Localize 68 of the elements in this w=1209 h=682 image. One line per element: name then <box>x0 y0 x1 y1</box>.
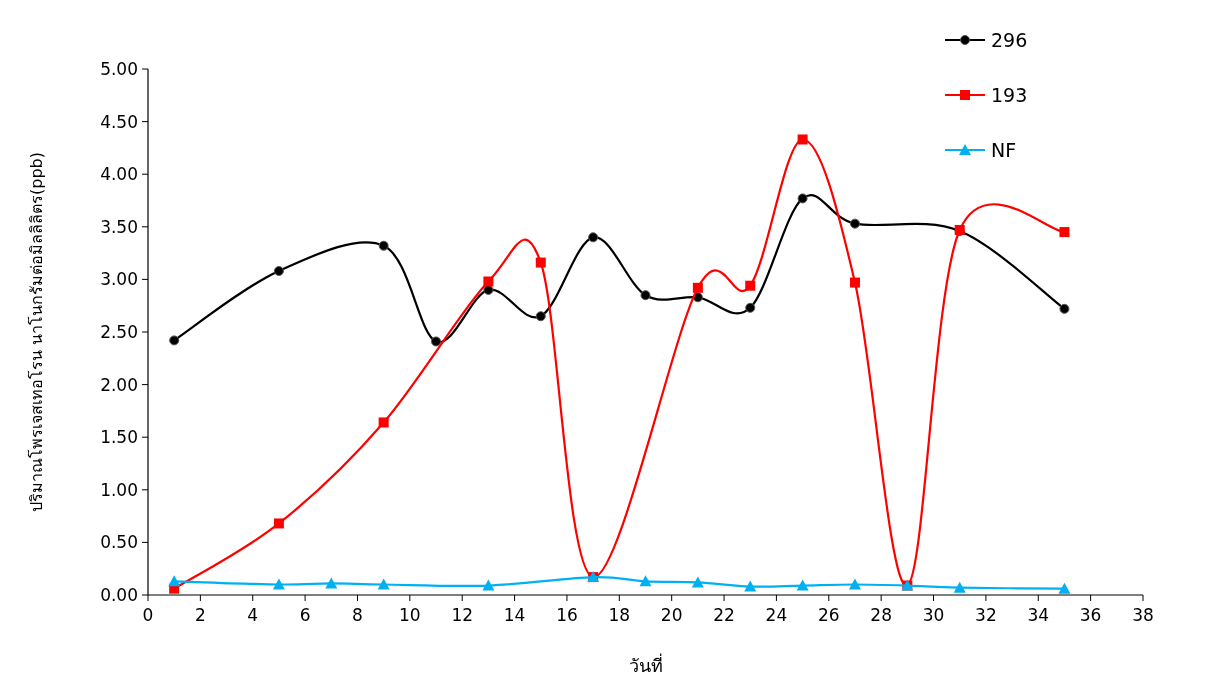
x-tick-label: 18 <box>608 605 631 625</box>
point <box>849 277 860 288</box>
x-tick-label: 12 <box>451 605 474 625</box>
point <box>535 311 546 322</box>
x-tick-label: 2 <box>194 605 206 625</box>
point <box>325 577 338 589</box>
y-tick-label: 0.00 <box>100 585 138 605</box>
point <box>849 218 860 229</box>
x-tick-label: 24 <box>765 605 788 625</box>
x-tick-label: 28 <box>870 605 892 625</box>
legend-label: 296 <box>991 29 1028 51</box>
y-tick-label: 3.00 <box>100 269 138 290</box>
point <box>745 280 756 291</box>
x-tick-label: 14 <box>503 605 526 625</box>
point <box>1059 303 1070 314</box>
y-tick-label: 3.50 <box>100 216 138 237</box>
x-tick-label: 34 <box>1027 605 1050 625</box>
x-tick-label: 8 <box>352 605 363 625</box>
point <box>272 578 285 590</box>
point <box>797 134 808 145</box>
x-tick-label: 16 <box>556 605 578 625</box>
legend-label: NF <box>991 139 1017 161</box>
x-tick-label: 0 <box>142 605 154 625</box>
x-tick-label: 6 <box>299 605 311 625</box>
point <box>848 578 861 590</box>
point <box>796 579 809 591</box>
point <box>273 518 284 529</box>
point <box>273 265 284 276</box>
point <box>640 290 651 301</box>
point <box>692 282 703 293</box>
point <box>1058 582 1071 594</box>
y-tick-label: 1.00 <box>100 479 138 500</box>
x-tick-label: 4 <box>247 605 259 625</box>
y-tick-label: 2.50 <box>100 322 138 342</box>
y-tick-label: 4.50 <box>100 111 138 132</box>
y-axis-title: ปริมาณโพรเจสเทอโรน นาโนกรัมต่อมิลลิลิตร(ppb) <box>27 151 46 513</box>
point <box>797 193 808 204</box>
x-tick-label: 32 <box>975 605 997 625</box>
x-tick-label: 38 <box>1132 605 1154 625</box>
point <box>639 575 652 587</box>
point <box>1059 227 1070 238</box>
point <box>745 302 756 313</box>
point <box>378 417 389 428</box>
point <box>588 232 599 243</box>
y-tick-label: 0.50 <box>100 532 138 553</box>
y-tick-label: 5.00 <box>100 59 138 79</box>
x-tick-label: 30 <box>922 605 945 625</box>
x-axis-title: วันที่ <box>628 653 663 676</box>
point <box>169 335 180 346</box>
y-tick-label: 4.00 <box>100 164 138 185</box>
x-tick-label: 22 <box>713 605 735 625</box>
y-tick-label: 1.50 <box>100 427 138 448</box>
point <box>377 578 390 590</box>
point <box>483 276 494 287</box>
x-tick-label: 20 <box>660 605 683 625</box>
x-tick-label: 10 <box>399 605 421 625</box>
y-tick-label: 2.00 <box>100 374 138 395</box>
point <box>482 579 495 591</box>
point <box>744 580 757 592</box>
x-tick-label: 26 <box>817 605 840 625</box>
point <box>691 576 704 588</box>
point <box>431 336 442 347</box>
legend-label: 193 <box>991 84 1028 106</box>
point <box>378 240 389 251</box>
point <box>953 581 966 593</box>
point <box>535 257 546 268</box>
x-tick-label: 36 <box>1079 605 1102 625</box>
point <box>168 575 181 587</box>
